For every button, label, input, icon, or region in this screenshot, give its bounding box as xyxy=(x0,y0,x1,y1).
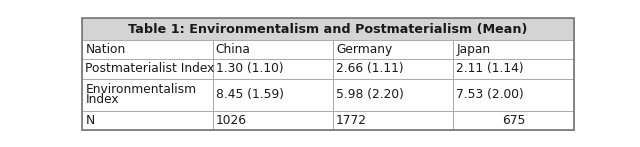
Text: China: China xyxy=(216,43,250,56)
Text: N: N xyxy=(86,114,95,127)
Bar xyxy=(212,111,333,130)
Bar xyxy=(83,111,212,130)
Bar xyxy=(333,59,453,79)
Bar xyxy=(212,79,333,111)
Bar xyxy=(83,18,573,40)
Bar xyxy=(453,59,573,79)
Text: 1.30 (1.10): 1.30 (1.10) xyxy=(216,62,284,75)
Bar xyxy=(333,79,453,111)
Text: Germany: Germany xyxy=(336,43,392,56)
Text: 2.66 (1.11): 2.66 (1.11) xyxy=(336,62,403,75)
Text: Index: Index xyxy=(86,93,119,106)
Bar xyxy=(83,40,212,59)
Bar xyxy=(453,79,573,111)
Text: Table 1: Environmentalism and Postmaterialism (Mean): Table 1: Environmentalism and Postmateri… xyxy=(128,23,528,36)
Text: 1772: 1772 xyxy=(336,114,367,127)
Bar xyxy=(333,111,453,130)
Bar xyxy=(83,59,212,79)
Bar xyxy=(453,40,573,59)
Bar xyxy=(333,40,453,59)
Text: Japan: Japan xyxy=(456,43,490,56)
Text: Nation: Nation xyxy=(86,43,125,56)
Text: Postmaterialist Index: Postmaterialist Index xyxy=(86,62,215,75)
Text: 8.45 (1.59): 8.45 (1.59) xyxy=(216,88,284,101)
Text: 5.98 (2.20): 5.98 (2.20) xyxy=(336,88,404,101)
Bar xyxy=(83,79,212,111)
Text: Environmentalism: Environmentalism xyxy=(86,83,196,96)
Text: 2.11 (1.14): 2.11 (1.14) xyxy=(456,62,524,75)
Bar xyxy=(212,40,333,59)
Text: 675: 675 xyxy=(502,114,525,127)
Bar xyxy=(212,59,333,79)
Bar xyxy=(453,111,573,130)
Text: 1026: 1026 xyxy=(216,114,246,127)
Text: 7.53 (2.00): 7.53 (2.00) xyxy=(456,88,524,101)
